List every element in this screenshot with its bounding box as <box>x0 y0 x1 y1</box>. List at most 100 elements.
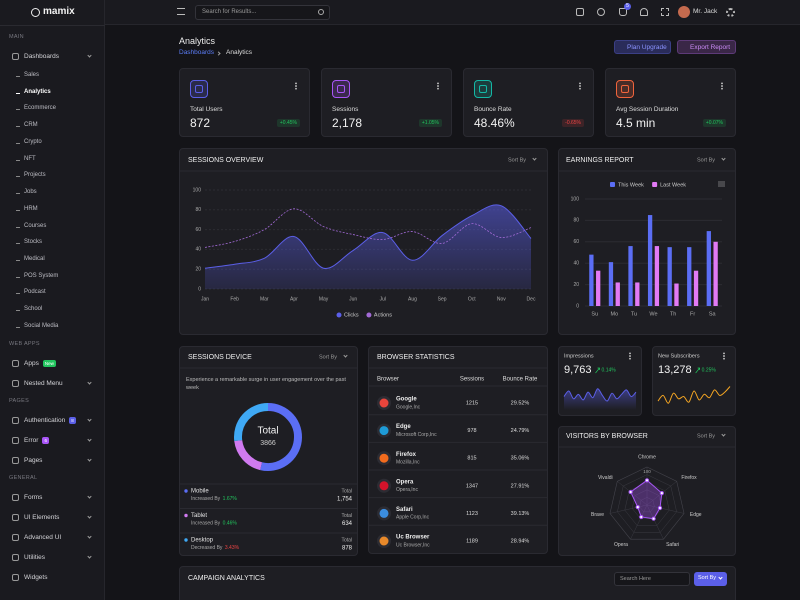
browser-name: Opera <box>396 479 414 485</box>
submenu-item[interactable]: Podcast <box>0 287 104 299</box>
submenu-item[interactable]: Stocks <box>0 237 104 249</box>
menu-item[interactable]: Pages <box>0 454 104 468</box>
bar <box>608 262 614 306</box>
submenu-dash <box>16 243 20 245</box>
more-menu[interactable] <box>579 82 581 90</box>
sidebar: mamix MAIN Dashboards Sales Analytics Ecomme… <box>0 0 105 600</box>
x-tick-label: Mar <box>260 296 269 302</box>
submenu-item[interactable]: Jobs <box>0 187 104 199</box>
more-menu[interactable] <box>437 82 439 90</box>
radar-point <box>644 478 650 483</box>
submenu-item[interactable]: School <box>0 304 104 316</box>
submenu-item[interactable]: POS System <box>0 271 104 283</box>
avatar[interactable] <box>678 6 690 18</box>
translate-icon[interactable] <box>576 8 584 16</box>
submenu-item[interactable]: Projects <box>0 170 104 182</box>
device-dot <box>184 513 188 518</box>
menu-item[interactable]: Apps New <box>0 357 104 371</box>
stat-icon-glyph <box>337 85 345 93</box>
breadcrumb-link[interactable]: Dashboards <box>179 49 215 56</box>
menu-toggle[interactable] <box>177 8 185 15</box>
submenu-item[interactable]: NFT <box>0 154 104 166</box>
sort-label: Sort By <box>698 575 717 581</box>
menu-icon <box>12 436 19 444</box>
x-tick-label: Su <box>591 311 598 317</box>
plan-upgrade-button[interactable]: Plan Upgrade <box>614 40 671 54</box>
browser-sessions: 1215 <box>466 400 478 406</box>
sort-dropdown: Sort By <box>508 157 526 163</box>
submenu-item[interactable]: Analytics <box>0 87 104 99</box>
stat-card: Total Users 872 +0.45% <box>179 68 310 137</box>
menu-item[interactable]: Authentication 8 <box>0 414 104 428</box>
submenu-item[interactable]: HRM <box>0 204 104 216</box>
stat-label: Avg Session Duration <box>616 106 679 113</box>
more-menu[interactable] <box>629 352 631 360</box>
device-name: Desktop <box>191 538 214 544</box>
menu-icon <box>12 53 19 60</box>
menu-item[interactable]: UI Elements <box>0 511 104 525</box>
bar <box>706 231 711 306</box>
y-tick-label: 80 <box>195 207 201 213</box>
y-tick-label: 0 <box>576 303 579 309</box>
submenu-dash <box>16 326 20 328</box>
x-tick-label: Jun <box>349 296 357 302</box>
x-tick-label: Aug <box>408 296 417 302</box>
more-menu[interactable] <box>721 82 723 90</box>
sort-dropdown: Sort By <box>697 433 715 439</box>
theme-icon[interactable] <box>597 8 605 16</box>
legend-label: Clicks <box>344 312 359 318</box>
campaign-search[interactable]: Search Here <box>614 572 690 586</box>
fullscreen-icon[interactable] <box>661 8 669 16</box>
more-menu[interactable] <box>295 82 297 90</box>
sparkline <box>563 388 637 402</box>
submenu-item[interactable]: Crypto <box>0 137 104 149</box>
topbar: Search for Results... 5 Mr. Jack <box>105 0 800 25</box>
sparkline-area <box>564 388 636 410</box>
submenu-item[interactable]: Sales <box>0 70 104 82</box>
submenu-item[interactable]: Medical <box>0 254 104 266</box>
settings-icon[interactable] <box>726 8 735 17</box>
menu-item[interactable]: Advanced UI <box>0 531 104 545</box>
browser-bounce-rate: 35.06% <box>511 456 530 462</box>
device-trend: Increased By <box>191 520 221 526</box>
total-label: Total <box>341 488 352 494</box>
stat-icon <box>616 80 634 98</box>
export-report-button[interactable]: Export Report <box>677 40 736 54</box>
menu-badge: 6 <box>42 436 49 444</box>
submenu-label: Crypto <box>24 138 42 145</box>
menu-item[interactable]: Error 6 <box>0 434 104 448</box>
page-title: Analytics <box>179 36 216 46</box>
menu-item[interactable]: Dashboards <box>0 50 104 64</box>
radar-point <box>651 516 656 521</box>
submenu-dash <box>16 92 20 94</box>
menu-item[interactable]: Widgets <box>0 571 104 585</box>
search-placeholder: Search for Results... <box>202 9 257 15</box>
column-header: Browser <box>377 377 399 383</box>
notification-icon[interactable] <box>640 8 648 16</box>
submenu-item[interactable]: Social Media <box>0 321 104 333</box>
submenu-item[interactable]: Ecommerce <box>0 103 104 115</box>
sort-button[interactable]: Sort By <box>694 572 727 586</box>
column-header: Bounce Rate <box>503 377 538 383</box>
metric-title: New Subscribers <box>658 353 700 359</box>
menu-item[interactable]: Utilities <box>0 551 104 565</box>
menu-label: Authentication <box>24 416 66 424</box>
submenu-label: NFT <box>24 155 36 162</box>
browser-icon <box>379 508 389 518</box>
browser-sessions: 815 <box>467 456 476 462</box>
submenu-item[interactable]: Courses <box>0 221 104 233</box>
device-dot <box>184 489 188 493</box>
cart-icon[interactable] <box>619 8 627 16</box>
area-fill <box>205 204 531 289</box>
menu-item[interactable]: Nested Menu <box>0 377 104 391</box>
stat-icon-glyph <box>479 85 487 93</box>
stat-label: Bounce Rate <box>474 106 512 113</box>
submenu-item[interactable]: CRM <box>0 120 104 132</box>
menu-item[interactable]: Forms <box>0 491 104 505</box>
more-menu[interactable] <box>723 352 725 360</box>
search-box[interactable]: Search for Results... <box>195 5 330 20</box>
stat-label: Sessions <box>332 106 359 113</box>
browser-icon <box>379 426 389 436</box>
user-name[interactable]: Mr. Jack <box>693 8 718 15</box>
legend-label: Last Week <box>660 182 686 188</box>
